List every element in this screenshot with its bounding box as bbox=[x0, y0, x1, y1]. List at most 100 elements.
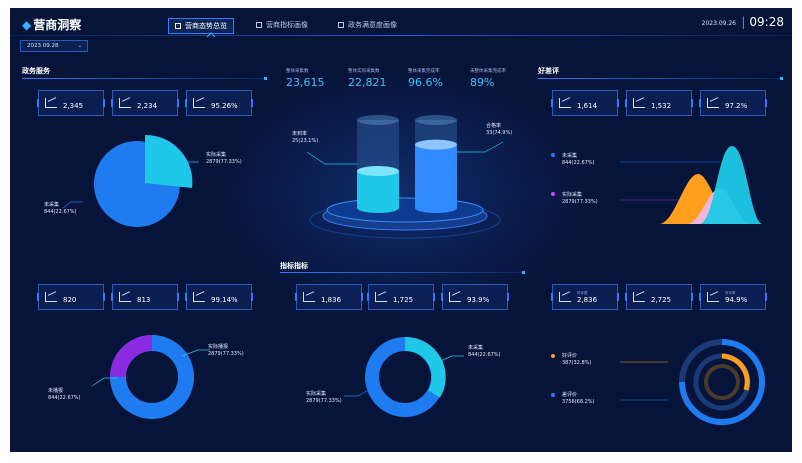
donut-annotation-b: 实际采集 2879(77.33%) bbox=[306, 391, 342, 405]
date-select[interactable]: 2023.09.28 ⌄ bbox=[20, 40, 88, 52]
tab-satisfaction-profile[interactable]: 政务满意度画像 bbox=[332, 18, 403, 34]
chevron-down-icon: ⌄ bbox=[77, 43, 82, 49]
annotation-value: 2879(77.33%) bbox=[206, 159, 242, 165]
stat-value: 93.9% bbox=[467, 296, 490, 304]
annotation-value: 33(74.9%) bbox=[486, 130, 513, 136]
annotation-value: 387(32.8%) bbox=[562, 360, 592, 366]
top-stat-label: 未整体采集完成率 bbox=[470, 69, 506, 74]
annotation-label: 未播报 bbox=[48, 388, 64, 394]
cylinder-left-fill bbox=[357, 171, 399, 208]
leader-line bbox=[62, 201, 83, 209]
stat-value: 1,614 bbox=[577, 102, 598, 110]
stat-card: 93.9% bbox=[441, 284, 509, 310]
section-divider bbox=[22, 77, 267, 80]
stat-value: 97.2% bbox=[725, 102, 748, 110]
annotation-label: 未采集 bbox=[468, 345, 484, 351]
annotation-value: 25(23.1%) bbox=[292, 138, 319, 144]
stat-card: 1,836 bbox=[295, 284, 363, 310]
top-stat-value: 23,615 bbox=[286, 76, 325, 89]
stat-card: 1,614 bbox=[551, 90, 619, 116]
center-cylinder-chart bbox=[306, 115, 504, 239]
stat-card: 2,345 bbox=[37, 90, 105, 116]
ring-annotation-b: 差评价 3756(68.2%) bbox=[562, 392, 595, 406]
stat-value: 2,234 bbox=[137, 102, 158, 110]
legend-dot bbox=[551, 153, 555, 157]
chart-icon bbox=[375, 292, 387, 302]
donut-annotation-a: 实际播报 2879(77.33%) bbox=[208, 344, 244, 358]
tab-business-overview[interactable]: 营商态势总览 bbox=[168, 18, 234, 34]
dashboard-screen: ◆ 营商洞察 营商态势总览 营商指标画像 政务满意度画像 2023.09.26 |… bbox=[10, 8, 792, 452]
chart-icon bbox=[707, 292, 719, 302]
chart-icon bbox=[119, 292, 131, 302]
stat-card: 好评率 94.9% bbox=[699, 284, 767, 310]
chart-icon bbox=[45, 292, 57, 302]
app-title: 营商洞察 bbox=[33, 18, 82, 32]
ring-annotation-a: 好评价 387(32.8%) bbox=[562, 353, 591, 367]
ring-outer-blue bbox=[679, 339, 765, 425]
stat-value: 1,836 bbox=[321, 296, 342, 304]
stat-label: 好评率 bbox=[725, 291, 736, 295]
grid-icon bbox=[256, 22, 262, 28]
top-stat-label: 整体实际采集数 bbox=[348, 69, 380, 74]
annotation-value: 844(22.67%) bbox=[562, 160, 595, 166]
platform-top bbox=[326, 197, 484, 223]
annotation-label: 实际采集 bbox=[562, 192, 583, 198]
legend-dot bbox=[551, 354, 555, 358]
ring-mid-orange bbox=[721, 353, 750, 391]
top-stat: 整体采集数 23,615 bbox=[286, 68, 325, 89]
section-title-good-review: 好差评 bbox=[538, 67, 559, 75]
chart-icon bbox=[45, 98, 57, 108]
annotation-label: 好评价 bbox=[562, 353, 578, 359]
leader-line bbox=[437, 355, 464, 363]
annotation-label: 未到率 bbox=[292, 131, 308, 137]
donut-annotation-a: 未采集 844(22.67%) bbox=[468, 345, 501, 359]
top-stat-label: 整体采集数 bbox=[286, 69, 309, 74]
chart-icon bbox=[193, 292, 205, 302]
donut-segment-cyan bbox=[404, 337, 446, 398]
stat-card: 99.14% bbox=[185, 284, 253, 310]
chart-icon bbox=[633, 292, 645, 302]
stat-value: 1,725 bbox=[393, 296, 414, 304]
chart-icon bbox=[633, 98, 645, 108]
ring-inner-brown bbox=[704, 364, 740, 400]
annotation-label: 实际采集 bbox=[306, 391, 327, 397]
tab-label: 政务满意度画像 bbox=[348, 21, 397, 29]
stat-card: 1,725 bbox=[367, 284, 435, 310]
pie-annotation-uncollected: 未采集 844(22.67%) bbox=[44, 202, 77, 216]
annotation-label: 未采集 bbox=[562, 153, 578, 159]
header-date: 2023.09.26 bbox=[701, 20, 736, 27]
stat-card: 1,532 bbox=[625, 90, 693, 116]
stat-value: 2,345 bbox=[63, 102, 84, 110]
stat-value: 820 bbox=[63, 296, 77, 304]
area-annotation-a: 未采集 844(22.67%) bbox=[562, 153, 595, 167]
stat-card: 97.2% bbox=[699, 90, 767, 116]
cylinder-left-base bbox=[357, 203, 399, 213]
bl-donut-chart bbox=[91, 335, 210, 419]
chart-icon bbox=[119, 98, 131, 108]
header-time-wrap: | 09:28 bbox=[741, 15, 784, 29]
stat-value: 1,532 bbox=[651, 102, 672, 110]
area-series-cyan bbox=[700, 146, 762, 224]
stat-card: 2,234 bbox=[111, 90, 179, 116]
review-area-chart bbox=[551, 146, 762, 224]
legend-dot bbox=[551, 192, 555, 196]
leader-line bbox=[181, 349, 210, 357]
chart-icon bbox=[707, 98, 719, 108]
annotation-value: 844(22.67%) bbox=[44, 209, 77, 215]
tab-indicator-profile[interactable]: 营商指标画像 bbox=[250, 18, 314, 34]
center-glow bbox=[210, 68, 590, 318]
top-stat: 整体采集完成率 96.6% bbox=[408, 68, 443, 89]
stat-card: 95.26% bbox=[185, 90, 253, 116]
annotation-label: 合格率 bbox=[486, 123, 502, 129]
cylinder-right-fill bbox=[415, 144, 457, 208]
bc-donut-chart bbox=[344, 337, 464, 417]
annotation-label: 未采集 bbox=[44, 202, 60, 208]
cylinder-right-base bbox=[415, 203, 457, 213]
center-right-annotation: 合格率 33(74.9%) bbox=[486, 123, 512, 137]
top-stat-value: 96.6% bbox=[408, 76, 443, 89]
app-logo: ◆ 营商洞察 bbox=[22, 16, 81, 33]
annotation-value: 844(22.67%) bbox=[48, 395, 81, 401]
center-left-annotation: 未到率 25(23.1%) bbox=[292, 131, 318, 145]
top-stat-value: 89% bbox=[470, 76, 495, 89]
top-stat: 未整体采集完成率 89% bbox=[470, 68, 506, 89]
